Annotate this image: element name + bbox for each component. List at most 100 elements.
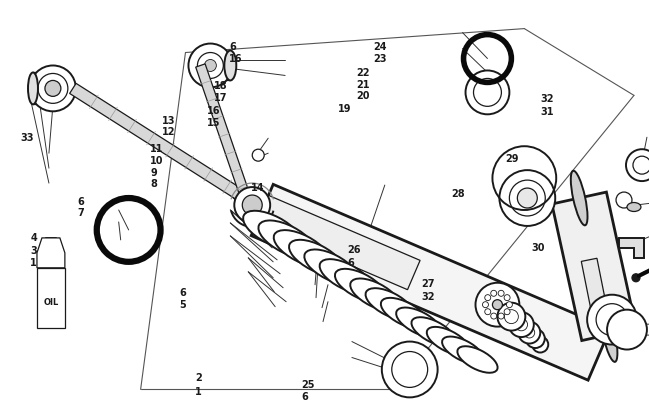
Circle shape [485, 295, 491, 301]
Ellipse shape [274, 230, 330, 267]
Text: 18: 18 [214, 81, 228, 91]
Circle shape [198, 53, 224, 78]
Polygon shape [256, 195, 420, 290]
Polygon shape [552, 192, 636, 341]
Text: 32: 32 [540, 94, 554, 104]
Circle shape [515, 319, 528, 331]
Text: 1: 1 [31, 259, 37, 269]
Circle shape [45, 80, 61, 96]
Circle shape [382, 342, 437, 397]
Text: 7: 7 [77, 208, 84, 219]
Circle shape [234, 187, 270, 223]
Circle shape [485, 309, 491, 315]
Polygon shape [196, 64, 253, 207]
Circle shape [587, 295, 637, 344]
Text: 31: 31 [540, 107, 554, 117]
Text: 16: 16 [229, 54, 242, 64]
Circle shape [504, 310, 518, 324]
Circle shape [497, 303, 525, 331]
Text: 32: 32 [421, 291, 434, 301]
Circle shape [509, 312, 534, 337]
Circle shape [491, 313, 497, 319]
Ellipse shape [601, 307, 618, 362]
Text: 6: 6 [301, 392, 308, 402]
Circle shape [242, 195, 262, 215]
Ellipse shape [571, 171, 588, 225]
Circle shape [491, 290, 497, 296]
Circle shape [510, 180, 545, 216]
Polygon shape [70, 83, 252, 205]
Ellipse shape [320, 259, 371, 293]
Circle shape [504, 295, 510, 301]
Text: 3: 3 [31, 246, 37, 256]
Ellipse shape [627, 203, 641, 211]
Text: 2: 2 [196, 373, 202, 383]
Text: 22: 22 [356, 68, 370, 78]
Text: 27: 27 [421, 279, 434, 289]
Text: 23: 23 [374, 54, 387, 64]
Text: 26: 26 [348, 245, 361, 255]
Ellipse shape [224, 50, 237, 80]
Text: 5: 5 [179, 300, 186, 310]
Text: 28: 28 [451, 188, 465, 198]
Text: 4: 4 [31, 234, 37, 244]
Circle shape [626, 149, 650, 181]
Circle shape [517, 188, 538, 208]
Ellipse shape [350, 279, 399, 311]
Text: 16: 16 [207, 106, 220, 116]
Text: 6: 6 [179, 288, 186, 298]
Circle shape [252, 149, 264, 161]
Circle shape [498, 290, 504, 296]
Text: 14: 14 [250, 183, 264, 193]
Text: 8: 8 [150, 179, 157, 189]
Circle shape [532, 337, 548, 352]
Text: 6: 6 [77, 197, 84, 207]
Polygon shape [251, 184, 610, 380]
Ellipse shape [304, 249, 358, 284]
Circle shape [616, 192, 632, 208]
Circle shape [493, 300, 502, 310]
Text: 13: 13 [162, 116, 176, 126]
Circle shape [524, 327, 535, 338]
Text: 21: 21 [356, 80, 370, 90]
Polygon shape [37, 238, 65, 268]
Circle shape [518, 322, 540, 344]
Ellipse shape [427, 327, 469, 355]
Text: 24: 24 [374, 42, 387, 52]
Polygon shape [37, 268, 65, 328]
Text: 6: 6 [229, 42, 236, 52]
Circle shape [632, 274, 640, 282]
Circle shape [504, 309, 510, 315]
Circle shape [188, 43, 232, 88]
Ellipse shape [259, 221, 315, 258]
Circle shape [392, 352, 428, 387]
Circle shape [506, 301, 512, 308]
Text: 1: 1 [196, 387, 202, 397]
Text: 15: 15 [207, 118, 220, 128]
Circle shape [526, 329, 545, 348]
Polygon shape [581, 258, 607, 311]
Text: 9: 9 [150, 168, 157, 178]
Text: 25: 25 [301, 380, 315, 390]
Circle shape [465, 70, 510, 114]
Text: OIL: OIL [44, 298, 58, 307]
Circle shape [476, 283, 519, 327]
Text: 20: 20 [356, 91, 370, 101]
Ellipse shape [365, 288, 413, 320]
Polygon shape [619, 238, 644, 258]
Ellipse shape [442, 337, 484, 364]
Ellipse shape [243, 211, 301, 249]
Ellipse shape [28, 73, 38, 104]
Ellipse shape [458, 346, 498, 373]
Text: 19: 19 [338, 104, 352, 114]
Circle shape [499, 170, 555, 226]
Circle shape [30, 65, 76, 111]
Text: 11: 11 [150, 145, 164, 154]
Text: 30: 30 [531, 243, 545, 253]
Circle shape [482, 301, 488, 308]
Circle shape [633, 156, 650, 174]
Ellipse shape [289, 240, 343, 276]
Circle shape [38, 73, 68, 103]
Text: 10: 10 [150, 156, 164, 166]
Text: 29: 29 [505, 153, 519, 163]
